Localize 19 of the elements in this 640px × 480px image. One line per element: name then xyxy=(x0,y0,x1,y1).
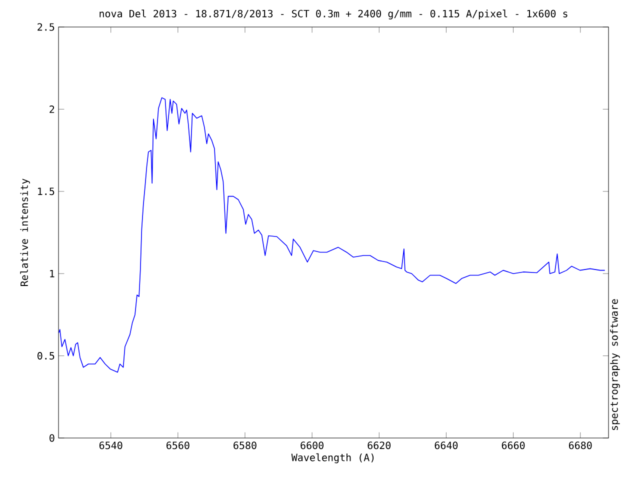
text: spectrography software xyxy=(610,299,620,430)
x-tick-label: 6540 xyxy=(99,442,122,450)
x-tick-label: 6660 xyxy=(502,442,525,450)
x-tick-label: 6620 xyxy=(368,442,391,450)
x-axis-title: Wavelength (A) xyxy=(291,453,374,464)
chart-title: nova Del 2013 - 18.871/8/2013 - SCT 0.3m + 2400 g/mm - 0.115 A/pixel - 1x600 s xyxy=(100,10,568,20)
y-tick-label: 1.5 xyxy=(38,188,54,196)
y-tick-label: 0 xyxy=(50,434,54,442)
x-tick-label: 6560 xyxy=(166,442,190,450)
y-tick-label: 2 xyxy=(50,105,54,113)
line-series xyxy=(58,97,606,373)
y-tick-label: 0.5 xyxy=(38,352,54,360)
x-tick-label: 6600 xyxy=(300,442,324,450)
y-tick-label: 2.5 xyxy=(38,23,54,31)
x-tick-label: 6580 xyxy=(234,442,256,450)
x-tick-label: 6680 xyxy=(568,442,592,450)
y-axis-title: Relative intensity xyxy=(20,178,30,286)
x-tick-label: 6640 xyxy=(434,442,458,450)
y-tick-label: 1 xyxy=(50,270,54,278)
